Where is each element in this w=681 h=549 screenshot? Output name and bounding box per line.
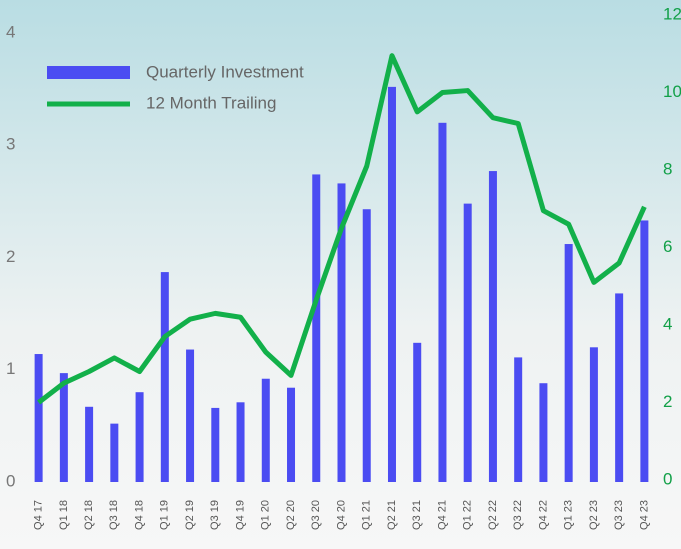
x-tick-label: Q3 21 (411, 500, 423, 530)
bar (160, 272, 169, 482)
bar (85, 406, 94, 482)
x-tick-label: Q2 19 (184, 500, 196, 530)
x-tick-label: Q4 17 (33, 500, 45, 530)
bar (539, 383, 548, 482)
bar (110, 423, 119, 482)
x-tick-label: Q1 23 (563, 500, 575, 530)
y-tick-label: 1 (6, 359, 15, 378)
x-tick-label: Q4 22 (537, 500, 549, 530)
bar (287, 387, 296, 482)
x-tick-label: Q2 20 (285, 500, 297, 530)
y-tick-label: 4 (6, 22, 15, 41)
bar (211, 407, 220, 482)
x-tick-label: Q3 19 (209, 500, 221, 530)
x-tick-label: Q4 18 (133, 500, 145, 530)
x-tick-label: Q2 23 (588, 500, 600, 530)
bar (514, 357, 523, 482)
bar (34, 354, 43, 482)
x-tick-label: Q3 22 (512, 500, 524, 530)
y2-tick-label: 8 (663, 159, 672, 178)
legend-label: Quarterly Investment (146, 62, 304, 81)
bar (186, 349, 195, 482)
x-tick-label: Q4 23 (638, 500, 650, 530)
bar (312, 174, 321, 482)
x-tick-label: Q1 22 (462, 500, 474, 530)
y-tick-label: 2 (6, 247, 15, 266)
line (37, 53, 647, 405)
y-tick-label: 0 (6, 471, 15, 490)
bar (261, 378, 270, 482)
x-tick-label: Q3 20 (310, 500, 322, 530)
x-tick-label: Q1 21 (361, 500, 373, 530)
x-tick-label: Q3 23 (613, 500, 625, 530)
legend-swatch (47, 66, 130, 79)
bar (387, 86, 396, 482)
bar (640, 220, 649, 482)
x-tick-label: Q3 18 (108, 500, 120, 530)
x-tick-label: Q2 21 (386, 500, 398, 530)
bar (337, 183, 346, 483)
bar (488, 171, 497, 482)
bar (463, 203, 472, 482)
x-tick-label: Q1 19 (159, 500, 171, 530)
bar (59, 373, 68, 482)
x-tick-label: Q2 18 (83, 500, 95, 530)
y2-tick-label: 10 (663, 82, 681, 101)
bar (413, 342, 422, 482)
legend-label: 12 Month Trailing (146, 93, 276, 112)
y2-tick-label: 4 (663, 314, 672, 333)
bar (564, 244, 573, 482)
x-tick-label: Q1 20 (260, 500, 272, 530)
x-tick-label: Q4 19 (234, 500, 246, 530)
bar (615, 293, 624, 482)
bar (236, 402, 245, 482)
bar (589, 347, 598, 482)
x-tick-label: Q4 21 (436, 500, 448, 530)
y2-tick-label: 0 (663, 469, 672, 488)
bar (135, 392, 144, 482)
y2-tick-label: 6 (663, 237, 672, 256)
x-tick-label: Q1 18 (58, 500, 70, 530)
y-tick-label: 3 (6, 135, 15, 154)
y2-tick-label: 2 (663, 392, 672, 411)
y2-tick-label: 12 (663, 4, 681, 23)
bar (438, 122, 447, 483)
x-tick-label: Q4 20 (335, 500, 347, 530)
x-tick-label: Q2 22 (487, 500, 499, 530)
bar (362, 209, 371, 483)
